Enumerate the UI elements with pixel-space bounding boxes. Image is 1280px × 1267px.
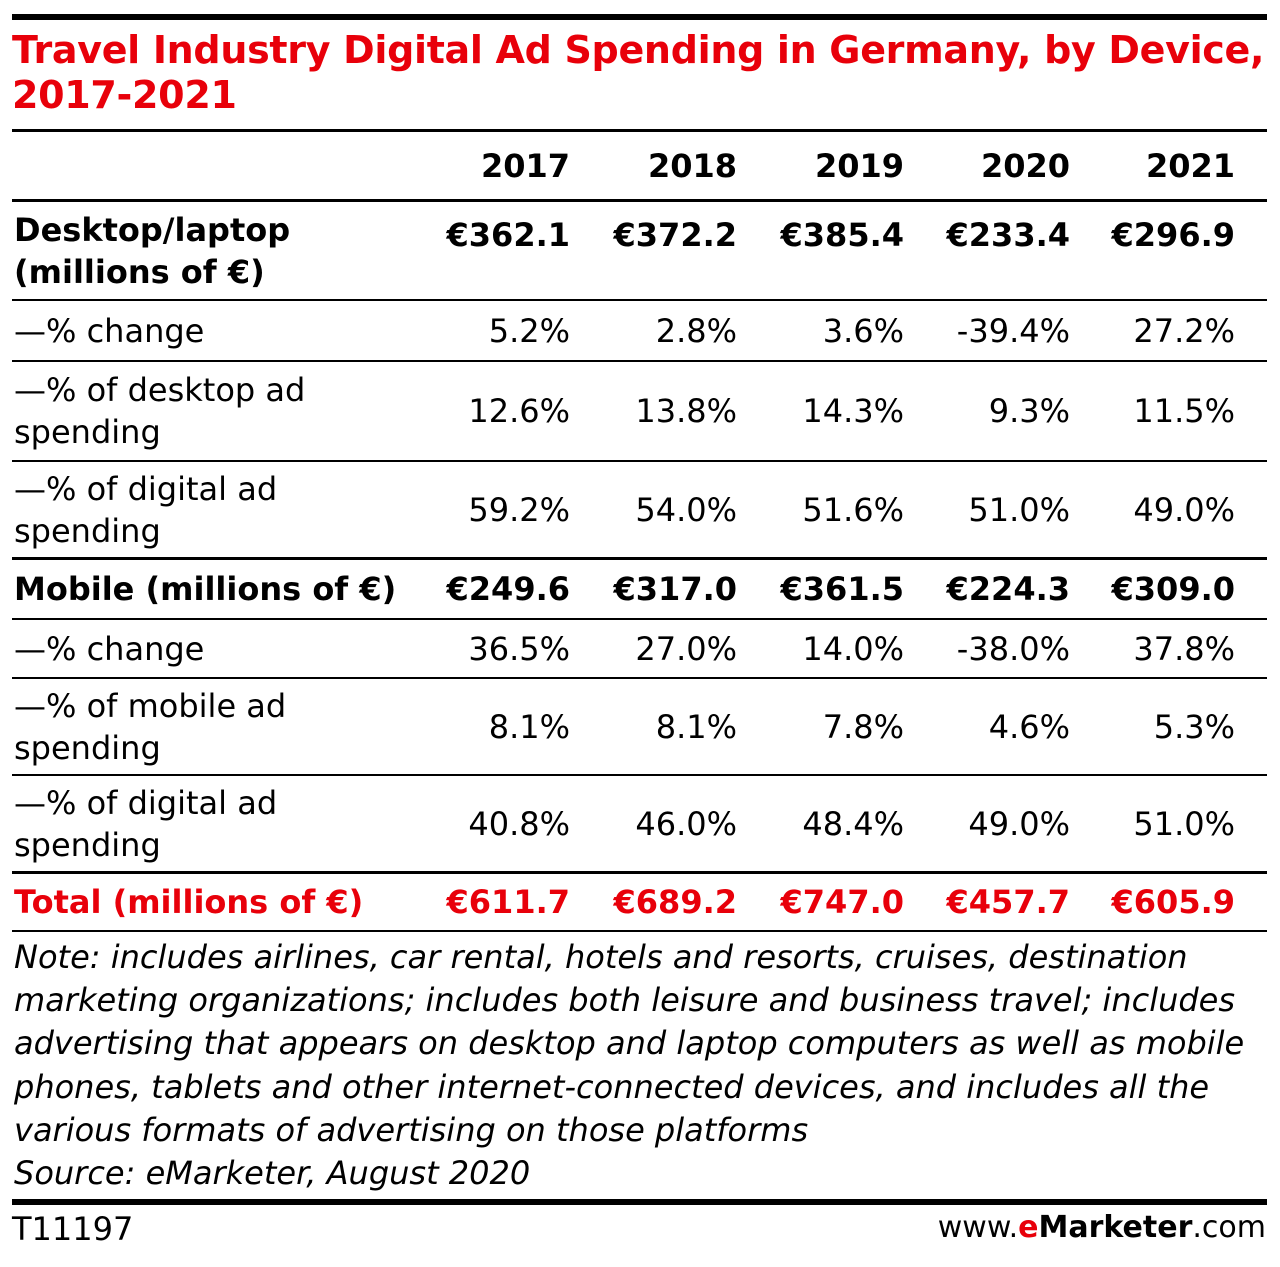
table-row-mobile: Mobile (millions of €) €249.6 €317.0 €36…	[12, 557, 1267, 618]
row-label: Mobile (millions of €)	[14, 570, 397, 608]
table-cell: €747.0	[780, 882, 904, 921]
brand-rest: Marketer	[1038, 1210, 1193, 1245]
table-row: —% change 36.5% 27.0% 14.0% -38.0% 37.8%	[12, 618, 1267, 677]
table-cell: €224.3	[946, 570, 1070, 608]
table-cell: 51.0%	[1133, 804, 1235, 843]
note-text: Note: includes airlines, car rental, hot…	[14, 938, 1245, 1149]
table-cell: €605.9	[1111, 882, 1235, 921]
table-cell: 8.1%	[655, 707, 737, 746]
column-header: 2018	[647, 146, 737, 185]
table-cell: €457.7	[946, 882, 1070, 921]
table-cell: 13.8%	[635, 392, 737, 430]
brand-e: e	[1018, 1210, 1039, 1245]
table-cell: 27.0%	[635, 629, 737, 668]
source-text: Source: eMarketer, August 2020	[14, 1154, 531, 1193]
table-cell: 36.5%	[468, 629, 570, 668]
top-rule	[12, 14, 1267, 20]
table-bottom-rule	[12, 930, 1267, 932]
table-cell: €233.4	[946, 216, 1070, 254]
row-label: —% of mobile ad spending	[14, 686, 287, 767]
row-label: —% of digital ad spending	[14, 469, 278, 550]
column-header: 2021	[1145, 146, 1235, 185]
table-cell: 59.2%	[468, 490, 570, 529]
table-cell: €296.9	[1111, 216, 1235, 254]
chart-code: T11197	[12, 1210, 134, 1248]
bottom-rule	[12, 1199, 1267, 1205]
table-cell: 3.6%	[822, 311, 904, 350]
table-cell: 14.0%	[802, 629, 904, 668]
column-header: 2019	[814, 146, 904, 185]
table-cell: €372.2	[613, 216, 737, 254]
table-cell: -38.0%	[956, 629, 1070, 668]
table-cell: 4.6%	[988, 707, 1070, 746]
table-row: —% change 5.2% 2.8% 3.6% -39.4% 27.2%	[12, 299, 1267, 360]
table-cell: €385.4	[780, 216, 904, 254]
table-cell: -39.4%	[956, 311, 1070, 350]
row-label: —% change	[14, 629, 205, 668]
table-cell: 14.3%	[802, 392, 904, 430]
table-cell: 27.2%	[1133, 311, 1235, 350]
table-row-desktop: Desktop/laptop (millions of €) €362.1 €3…	[12, 199, 1267, 299]
table-cell: 51.0%	[968, 490, 1070, 529]
table-cell: 11.5%	[1133, 392, 1235, 430]
table-cell: 48.4%	[802, 804, 904, 843]
table-row: —% of digital ad spending 40.8% 46.0% 48…	[12, 774, 1267, 871]
table-cell: €611.7	[446, 882, 570, 921]
table-row-total: Total (millions of €) €611.7 €689.2 €747…	[12, 871, 1267, 929]
table-row: —% of desktop ad spending 12.6% 13.8% 14…	[12, 360, 1267, 460]
table-row: —% of digital ad spending 59.2% 54.0% 51…	[12, 460, 1267, 557]
table-cell: 5.3%	[1153, 707, 1235, 746]
data-table: 2017 2018 2019 2020 2021 Desktop/laptop …	[12, 129, 1267, 929]
table-cell: 49.0%	[968, 804, 1070, 843]
row-label: —% change	[14, 311, 205, 350]
site-prefix: www.	[937, 1210, 1019, 1245]
table-cell: 54.0%	[635, 490, 737, 529]
chart-title: Travel Industry Digital Ad Spending in G…	[12, 28, 1265, 117]
table-cell: 2.8%	[655, 311, 737, 350]
table-cell: €249.6	[446, 570, 570, 608]
table-cell: 12.6%	[468, 392, 570, 430]
table-cell: 46.0%	[635, 804, 737, 843]
column-header: 2017	[480, 146, 570, 185]
row-label: —% of digital ad spending	[14, 783, 278, 864]
table-cell: €362.1	[446, 216, 570, 254]
note-block: Note: includes airlines, car rental, hot…	[14, 936, 1274, 1195]
row-label: —% of desktop ad spending	[14, 371, 306, 451]
table-cell: 7.8%	[822, 707, 904, 746]
row-label: Total (millions of €)	[14, 882, 364, 921]
table-cell: 51.6%	[802, 490, 904, 529]
table-cell: 40.8%	[468, 804, 570, 843]
table-cell: 49.0%	[1133, 490, 1235, 529]
table-row: —% of mobile ad spending 8.1% 8.1% 7.8% …	[12, 677, 1267, 774]
column-header: 2020	[980, 146, 1070, 185]
table-cell: €361.5	[780, 570, 904, 608]
site-url[interactable]: www.eMarketer.com	[938, 1210, 1266, 1245]
table-cell: 8.1%	[488, 707, 570, 746]
site-suffix: .com	[1192, 1210, 1266, 1245]
row-label: Desktop/laptop (millions of €)	[14, 210, 291, 291]
table-cell: €309.0	[1111, 570, 1235, 608]
table-cell: 37.8%	[1133, 629, 1235, 668]
header-row: 2017 2018 2019 2020 2021	[12, 129, 1267, 199]
table-cell: 5.2%	[488, 311, 570, 350]
table-cell: 9.3%	[988, 392, 1070, 430]
table-cell: €689.2	[613, 882, 737, 921]
table-cell: €317.0	[613, 570, 737, 608]
